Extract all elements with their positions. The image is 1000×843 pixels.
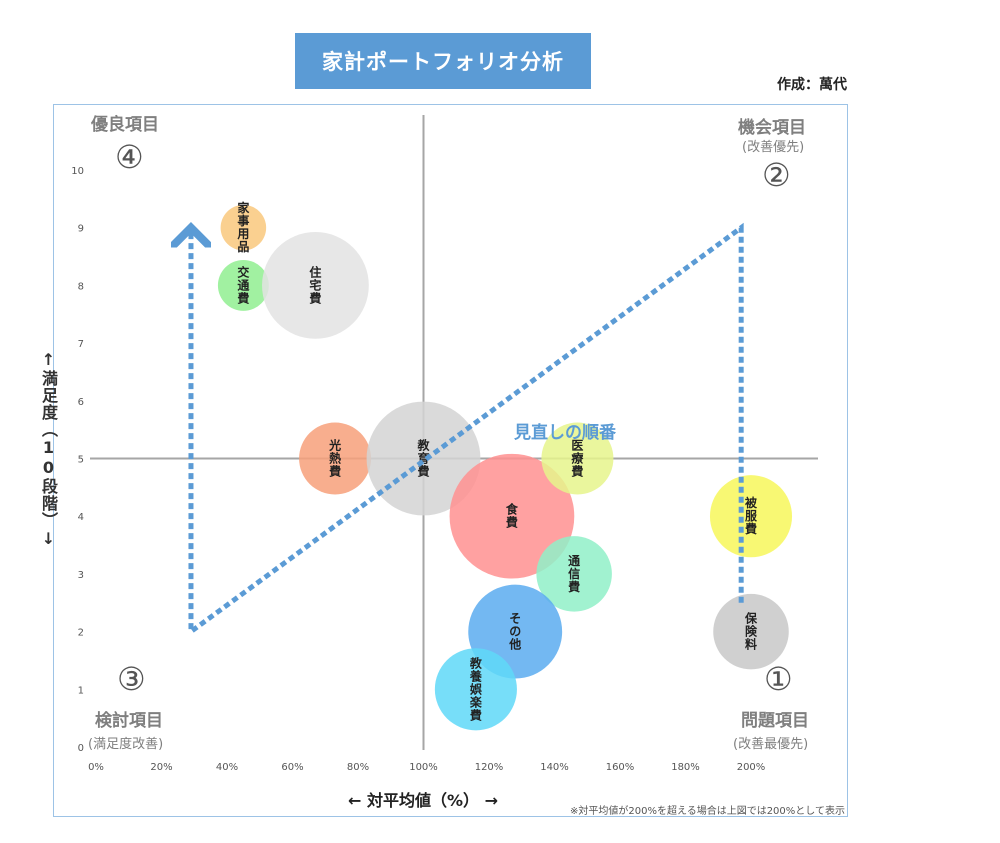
bubble-label: 交通費 [237,264,249,305]
author-label: 作成：萬代 [777,77,847,93]
y-tick-label: 2 [78,628,84,639]
quadrant-1-number: ① [764,660,793,698]
y-tick-label: 5 [78,455,84,466]
x-tick-label: 100% [409,762,438,773]
y-tick-label: 1 [78,685,84,696]
quadrant-3-number: ③ [117,660,146,698]
bubble-label: 被服費 [745,495,758,536]
x-tick-label: 200% [737,762,766,773]
chart-frame [53,104,848,817]
quadrant-2-number: ② [762,156,791,194]
y-tick-label: 8 [78,281,84,292]
bubble-point [541,422,614,495]
x-tick-label: 0% [88,762,104,773]
bubble-point [709,475,793,558]
bubble-point [713,593,789,670]
bubble-label: 食費 [505,502,519,530]
x-tick-label: 80% [347,762,369,773]
y-tick-label: 4 [78,512,84,523]
x-tick-label: 120% [475,762,504,773]
y-tick-label: 10 [71,166,84,177]
bubble-label: 通信費 [568,553,580,594]
bubble-point [536,536,612,612]
review-order-label: 見直しの順番 [513,422,617,443]
quadrant-1-name: 問題項目 [741,711,809,731]
bubble-label: 家事用品 [236,200,250,254]
x-tick-label: 40% [216,762,238,773]
x-axis-label: ← 対平均値（%） → [313,785,533,813]
y-axis-label: ↑満足度（10段階）↓ [39,350,58,549]
bubble-label: 住宅費 [309,264,321,305]
y-tick-label: 0 [78,743,84,754]
x-tick-label: 140% [540,762,569,773]
quadrant-1-sub: (改善最優先) [733,737,809,752]
bubble-label: 光熱費 [328,438,341,479]
y-tick-label: 9 [78,224,84,235]
bubble-point [366,401,481,516]
x-tick-label: 160% [606,762,635,773]
x-tick-label: 60% [281,762,303,773]
bubble-label: その他 [508,612,521,652]
quadrant-4-name: 優良項目 [91,115,159,135]
bubble-point [299,422,372,495]
bubble-point [262,232,369,339]
bubble-label: 保険料 [744,611,758,652]
quadrant-4-number: ④ [115,138,144,176]
bubble-point [449,453,575,579]
bubble-point [217,259,269,311]
bubble-label: 教養娯楽費 [469,655,483,722]
x-tick-label: 180% [671,762,700,773]
quadrant-3-name: 検討項目 [95,711,163,731]
quadrant-2-sub: (改善優先) [742,140,805,155]
bubble-point [220,204,267,251]
x-tick-label: 20% [150,762,172,773]
quadrant-3-sub: (満足度改善) [88,737,164,752]
chart-title: 家計ポートフォリオ分析 [295,33,591,89]
y-tick-label: 7 [78,339,84,350]
y-tick-label: 6 [78,397,84,408]
y-tick-label: 3 [78,570,84,581]
footnote: ※対平均値が200%を超える場合は上図では200%として表示 [570,806,845,817]
quadrant-2-name: 機会項目 [738,118,806,138]
bubble-label: 医療費 [571,439,583,479]
bubble-point [434,648,517,731]
